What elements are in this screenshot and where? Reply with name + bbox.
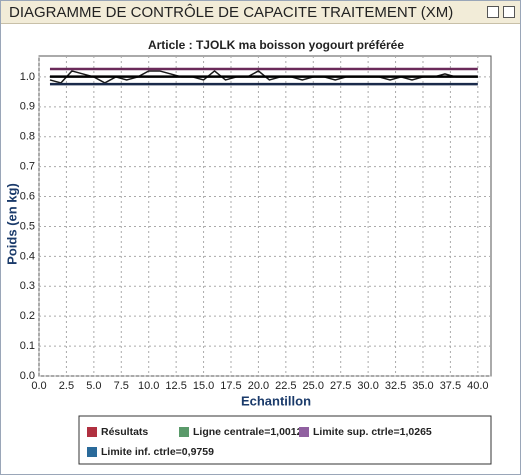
x-tick-label: 15.0 bbox=[193, 380, 214, 392]
y-tick-label: 1.0 bbox=[20, 71, 35, 83]
title-bar: DIAGRAMME DE CONTRÔLE DE CAPACITE TRAITE… bbox=[1, 1, 520, 24]
legend-label: Limite sup. ctrle=1,0265 bbox=[313, 426, 432, 438]
y-tick-label: 0.7 bbox=[20, 161, 35, 173]
y-tick-label: 0.3 bbox=[20, 280, 35, 292]
y-tick-label: 0.9 bbox=[20, 101, 35, 113]
y-tick-label: 0.8 bbox=[20, 131, 35, 143]
y-tick-label: 0.1 bbox=[20, 340, 35, 352]
window-title: DIAGRAMME DE CONTRÔLE DE CAPACITE TRAITE… bbox=[9, 4, 454, 21]
legend-swatch bbox=[87, 447, 97, 457]
x-tick-label: 17.5 bbox=[220, 380, 241, 392]
x-tick-label: 37.5 bbox=[440, 380, 461, 392]
x-tick-label: 32.5 bbox=[385, 380, 406, 392]
restore-button[interactable] bbox=[487, 6, 499, 18]
y-tick-label: 0.6 bbox=[20, 190, 35, 202]
x-tick-label: 25.0 bbox=[303, 380, 324, 392]
x-axis-label: Echantillon bbox=[241, 393, 311, 408]
y-axis-label: Poids (en kg) bbox=[4, 183, 19, 265]
x-tick-label: 27.5 bbox=[330, 380, 351, 392]
y-tick-label: 0.4 bbox=[20, 250, 35, 262]
y-tick-label: 0.0 bbox=[20, 370, 35, 382]
x-tick-label: 35.0 bbox=[412, 380, 433, 392]
legend-label: Ligne centrale=1,0012 bbox=[193, 426, 303, 438]
legend-swatch bbox=[87, 427, 97, 437]
x-tick-label: 2.5 bbox=[59, 380, 74, 392]
x-tick-label: 12.5 bbox=[165, 380, 186, 392]
chart-title: Article : TJOLK ma boisson yogourt préfé… bbox=[148, 38, 404, 52]
x-tick-label: 5.0 bbox=[86, 380, 101, 392]
legend-label: Résultats bbox=[101, 426, 148, 438]
plot-area bbox=[38, 55, 492, 377]
chart: Article : TJOLK ma boisson yogourt préfé… bbox=[4, 38, 492, 465]
close-button[interactable] bbox=[503, 6, 515, 18]
x-tick-label: 0.0 bbox=[31, 380, 46, 392]
x-tick-label: 30.0 bbox=[357, 380, 378, 392]
legend-swatch bbox=[299, 427, 309, 437]
x-tick-label: 20.0 bbox=[248, 380, 269, 392]
x-tick-label: 10.0 bbox=[138, 380, 159, 392]
legend-swatch bbox=[179, 427, 189, 437]
x-tick-label: 22.5 bbox=[275, 380, 296, 392]
legend-label: Limite inf. ctrle=0,9759 bbox=[101, 446, 214, 458]
y-tick-label: 0.5 bbox=[20, 220, 35, 232]
x-tick-label: 7.5 bbox=[114, 380, 129, 392]
x-tick-label: 40.0 bbox=[467, 380, 488, 392]
legend bbox=[78, 415, 492, 465]
y-tick-label: 0.2 bbox=[20, 310, 35, 322]
